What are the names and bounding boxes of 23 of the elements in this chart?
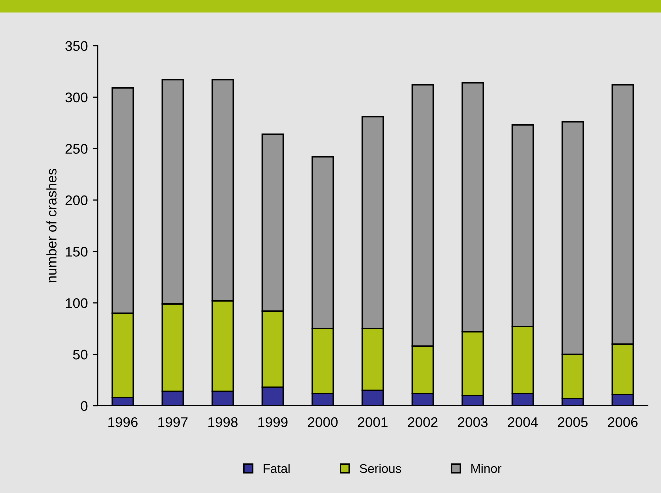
- x-tick-label: 2000: [308, 417, 338, 428]
- y-tick-label: 200: [66, 196, 88, 206]
- y-tick-label: 300: [66, 92, 88, 103]
- x-tick-label: 2005: [558, 417, 588, 428]
- y-axis-title: number of crashes: [46, 168, 57, 283]
- x-tick-label: 2001: [358, 417, 388, 428]
- x-tick-label: 2003: [458, 417, 488, 428]
- y-tick-label: 150: [66, 247, 88, 257]
- x-tick-label: 1997: [158, 417, 188, 428]
- legend-label: Minor: [472, 464, 502, 474]
- x-tick-label: 2004: [508, 417, 538, 428]
- y-tick-label: 100: [66, 298, 88, 308]
- legend-label: Serious: [360, 464, 402, 474]
- x-tick-label: 2002: [408, 417, 438, 428]
- x-tick-label: 1999: [258, 417, 288, 428]
- y-tick-label: 50: [73, 350, 88, 360]
- legend-label: Fatal: [264, 464, 290, 474]
- x-tick-label: 1996: [108, 417, 138, 428]
- y-tick-label: 250: [66, 144, 88, 154]
- y-tick-label: 0: [81, 401, 88, 412]
- y-tick-label: 350: [66, 41, 88, 52]
- x-tick-label: 2006: [608, 417, 638, 428]
- x-tick-label: 1998: [208, 417, 238, 428]
